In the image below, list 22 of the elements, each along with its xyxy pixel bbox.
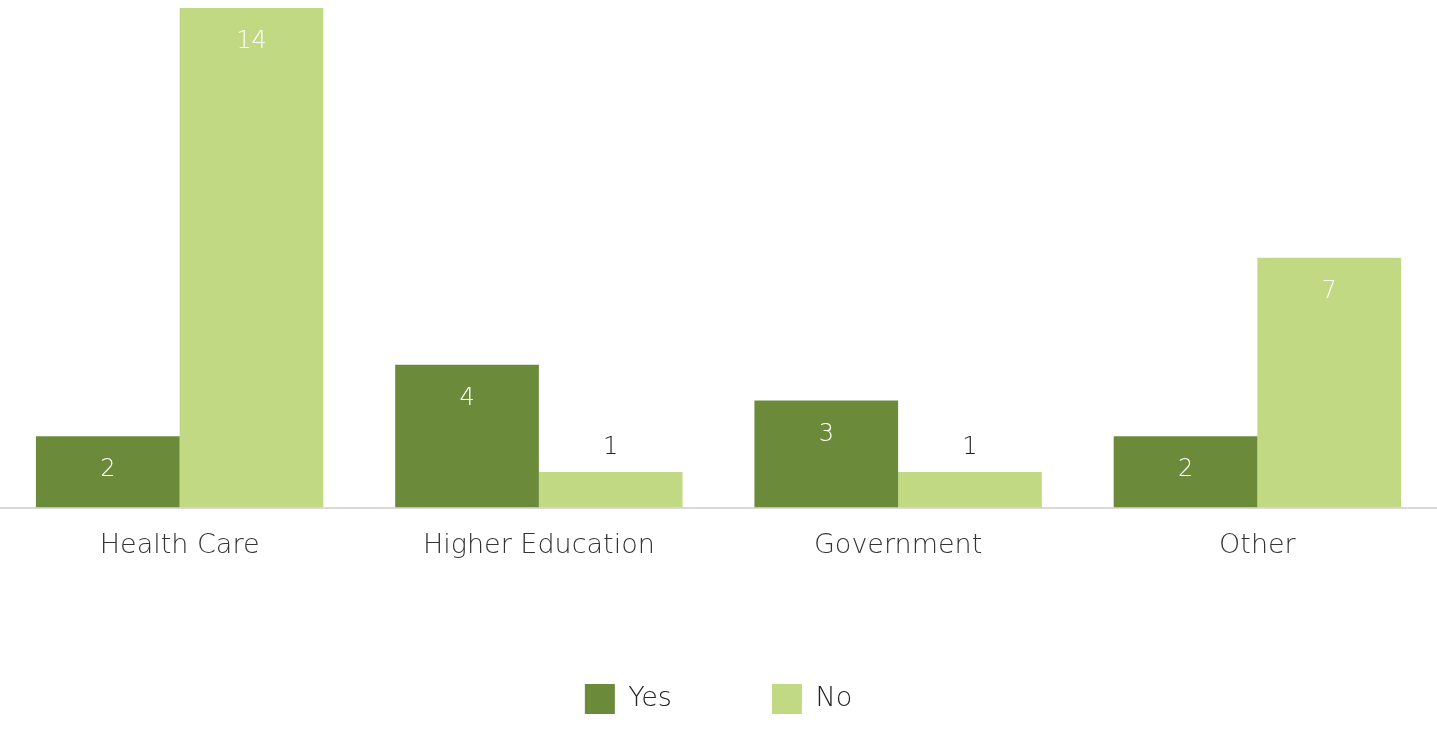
- bar: [754, 400, 899, 508]
- legend-label: No: [815, 681, 853, 713]
- bar: [35, 436, 180, 508]
- bar: [898, 471, 1042, 508]
- data-label: 14: [236, 26, 267, 55]
- data-label: 2: [1177, 454, 1194, 483]
- x-tick-label: Health Care: [99, 527, 260, 559]
- x-tick-label: Higher Education: [422, 527, 655, 559]
- bar: [1113, 436, 1258, 508]
- data-label: 3: [818, 418, 834, 447]
- data-label: 1: [962, 432, 978, 461]
- data-label: 1: [603, 432, 619, 461]
- data-label: 4: [459, 383, 475, 412]
- bar: [179, 8, 324, 508]
- x-tick-label: Government: [813, 527, 983, 559]
- bar: [395, 364, 539, 508]
- legend-label: Yes: [628, 681, 672, 713]
- data-label: 2: [100, 454, 116, 483]
- bar: [1257, 257, 1402, 508]
- bar: [538, 471, 683, 508]
- data-label: 7: [1321, 276, 1337, 305]
- x-tick-label: Other: [1219, 527, 1297, 559]
